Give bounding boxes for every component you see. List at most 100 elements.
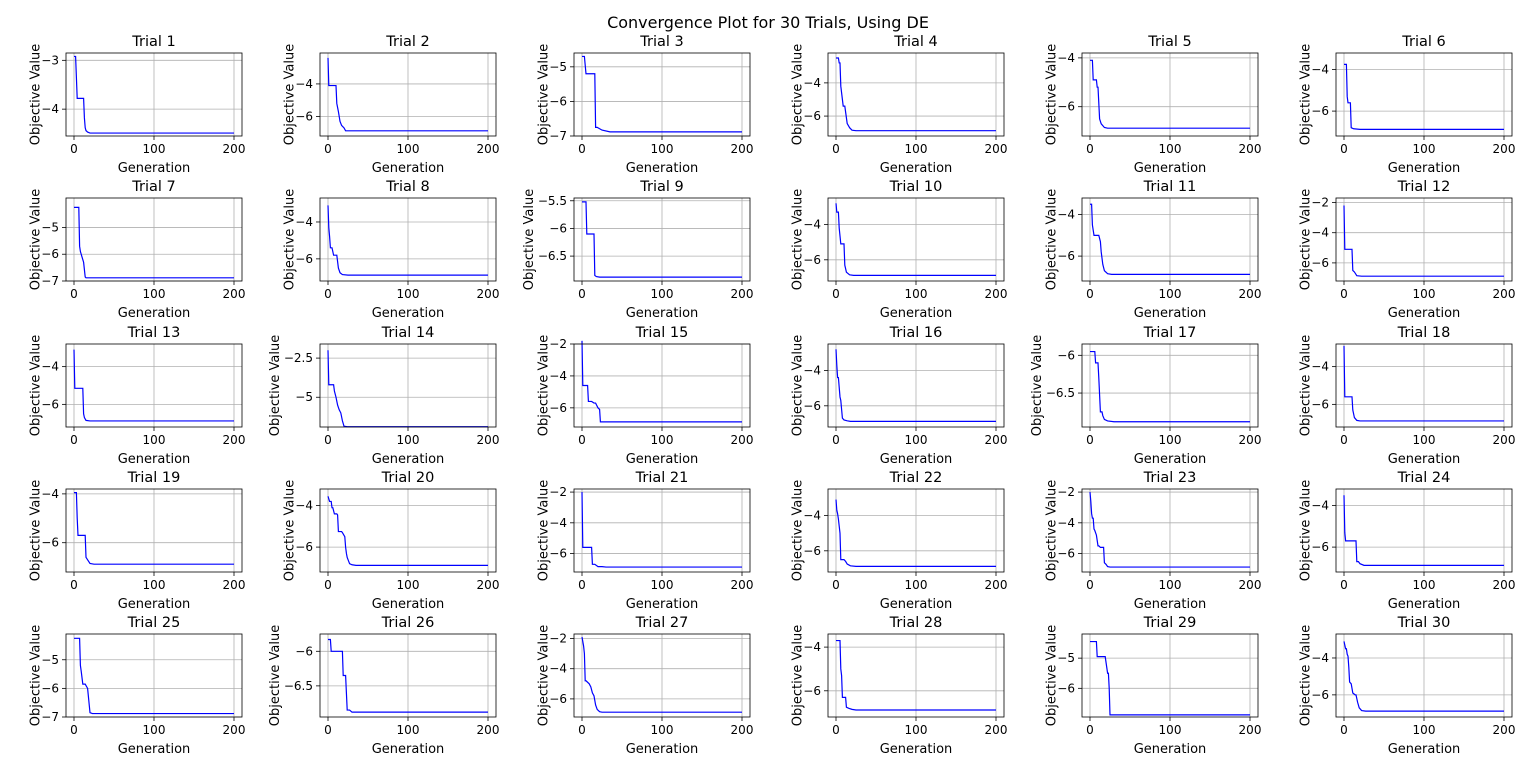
subplot-trial-5: 0 100 200 −6 −4 Trial 5 Generation Objective Va… [1045,34,1262,176]
convergence-line [835,349,996,422]
x-axis-label: Generation [118,161,191,176]
convergence-line [327,57,488,132]
x-tick-label: 100 [905,723,928,737]
x-tick-label: 100 [651,142,674,156]
y-tick-label: −6 [41,681,59,695]
subplot-title: Trial 28 [889,615,943,631]
x-tick-label: 200 [1239,287,1262,301]
x-tick-label: 100 [143,287,166,301]
x-tick-label: 0 [70,142,78,156]
y-tick-label: −5 [295,390,313,404]
x-tick-label: 200 [731,578,754,592]
y-axis-label: Objective Value [1299,480,1314,581]
x-axis-label: Generation [626,742,699,757]
y-tick-label: −4 [1311,63,1329,77]
x-axis-label: Generation [1134,452,1207,467]
x-tick-label: 200 [731,142,754,156]
x-tick-label: 0 [70,433,78,447]
y-tick-label: −6 [41,536,59,550]
x-axis-label: Generation [880,742,953,757]
x-tick-label: 200 [985,433,1008,447]
y-tick-label: −6 [41,247,59,261]
x-tick-label: 0 [1340,723,1348,737]
subplot-trial-4: 0 100 200 −6 −4 Trial 4 Generation Objective Va… [791,34,1008,176]
subplot-title: Trial 1 [131,34,175,50]
x-axis-label: Generation [626,597,699,612]
x-axis-label: Generation [880,452,953,467]
x-axis-label: Generation [372,742,445,757]
x-axis-label: Generation [880,306,953,321]
x-tick-label: 0 [832,287,840,301]
y-tick-label: −6 [803,544,821,558]
x-tick-label: 100 [1413,723,1436,737]
convergence-line [1090,59,1250,129]
x-tick-label: 200 [223,723,246,737]
convergence-line [836,639,996,711]
subplot-trial-16: 0 100 200 −6 −4 Trial 16 Generation Objective V… [791,325,1008,467]
x-axis-label: Generation [1134,742,1207,757]
y-tick-label: −6.5 [1046,386,1075,400]
y-axis-label: Objective Value [537,335,552,436]
convergence-line [74,637,234,715]
y-tick-label: −6 [549,401,567,415]
x-tick-label: 0 [832,433,840,447]
y-tick-label: −5.5 [538,194,567,208]
y-axis-label: Objective Value [283,480,298,581]
x-tick-label: 200 [1493,287,1516,301]
axes-frame [573,343,751,428]
axes-frame [827,488,1005,573]
x-tick-label: 100 [1413,142,1436,156]
subplot-trial-7: 0 100 200 −7 −6 −5 Trial 7 Generation Objective … [29,179,246,321]
x-axis-label: Generation [1134,161,1207,176]
y-tick-label: −6 [803,399,821,413]
x-tick-label: 0 [1340,433,1348,447]
axes-frame [1335,488,1513,573]
x-tick-label: 0 [1086,142,1094,156]
x-axis-label: Generation [1388,306,1461,321]
y-axis-label: Objective Value [283,44,298,145]
y-axis-label: Objective Value [29,625,44,726]
subplot-title: Trial 18 [1397,325,1451,341]
y-axis-label: Objective Value [1045,625,1060,726]
y-tick-label: −4 [41,102,59,116]
y-tick-label: −6 [549,547,567,561]
y-tick-label: −6 [295,252,313,266]
y-axis-label: Objective Value [1299,335,1314,436]
axes-frame [319,197,497,282]
x-tick-label: 0 [70,287,78,301]
x-tick-label: 100 [905,433,928,447]
x-tick-label: 100 [397,723,420,737]
x-tick-label: 200 [985,142,1008,156]
y-tick-label: −6 [549,94,567,108]
x-tick-label: 100 [1159,578,1182,592]
x-tick-label: 100 [397,433,420,447]
y-tick-label: −4 [295,499,313,513]
axes-frame [65,52,243,137]
x-tick-label: 200 [223,578,246,592]
y-tick-label: −4 [549,516,567,530]
convergence-line [1344,63,1504,130]
y-axis-label: Objective Value [1299,189,1314,290]
x-tick-label: 100 [1159,142,1182,156]
subplot-trial-27: 0 100 200 −6 −4 −2 Trial 27 Generation Objective… [537,615,754,757]
y-tick-label: −6 [1057,348,1075,362]
x-tick-label: 200 [477,287,500,301]
x-axis-label: Generation [1134,597,1207,612]
subplot-title: Trial 10 [889,179,943,195]
x-tick-label: 100 [1159,723,1182,737]
axes-frame [1081,52,1259,137]
y-axis-label: Objective Value [791,44,806,145]
x-tick-label: 200 [477,578,500,592]
x-tick-label: 200 [1493,142,1516,156]
subplot-trial-6: 0 100 200 −6 −4 Trial 6 Generation Objective Va… [1299,34,1516,176]
y-tick-label: −6 [1311,397,1329,411]
y-tick-label: −5 [41,653,59,667]
y-tick-label: −4 [803,217,821,231]
convergence-line [835,499,996,567]
y-tick-label: −4 [295,215,313,229]
subplot-title: Trial 12 [1397,179,1451,195]
subplot-title: Trial 14 [381,325,435,341]
x-tick-label: 100 [905,142,928,156]
convergence-line [74,55,234,134]
y-axis-label: Objective Value [791,335,806,436]
